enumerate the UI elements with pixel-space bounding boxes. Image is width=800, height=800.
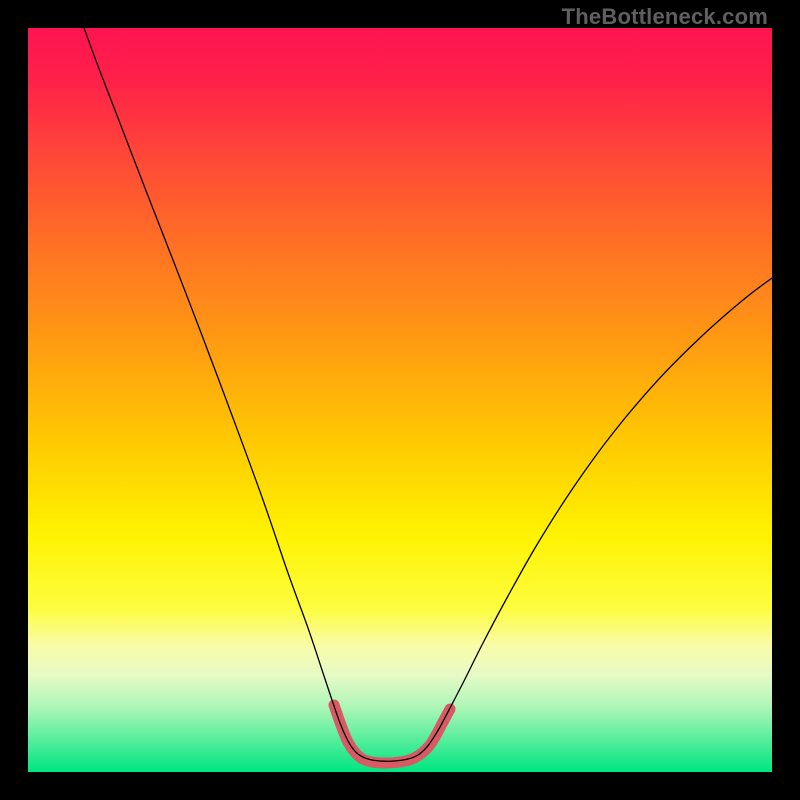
outer-frame: TheBottleneck.com — [0, 0, 800, 800]
curves-layer — [28, 28, 772, 772]
watermark-text: TheBottleneck.com — [562, 4, 768, 30]
bottleneck-highlight — [334, 705, 450, 763]
plot-area — [28, 28, 772, 772]
bottleneck-curve — [84, 28, 772, 761]
